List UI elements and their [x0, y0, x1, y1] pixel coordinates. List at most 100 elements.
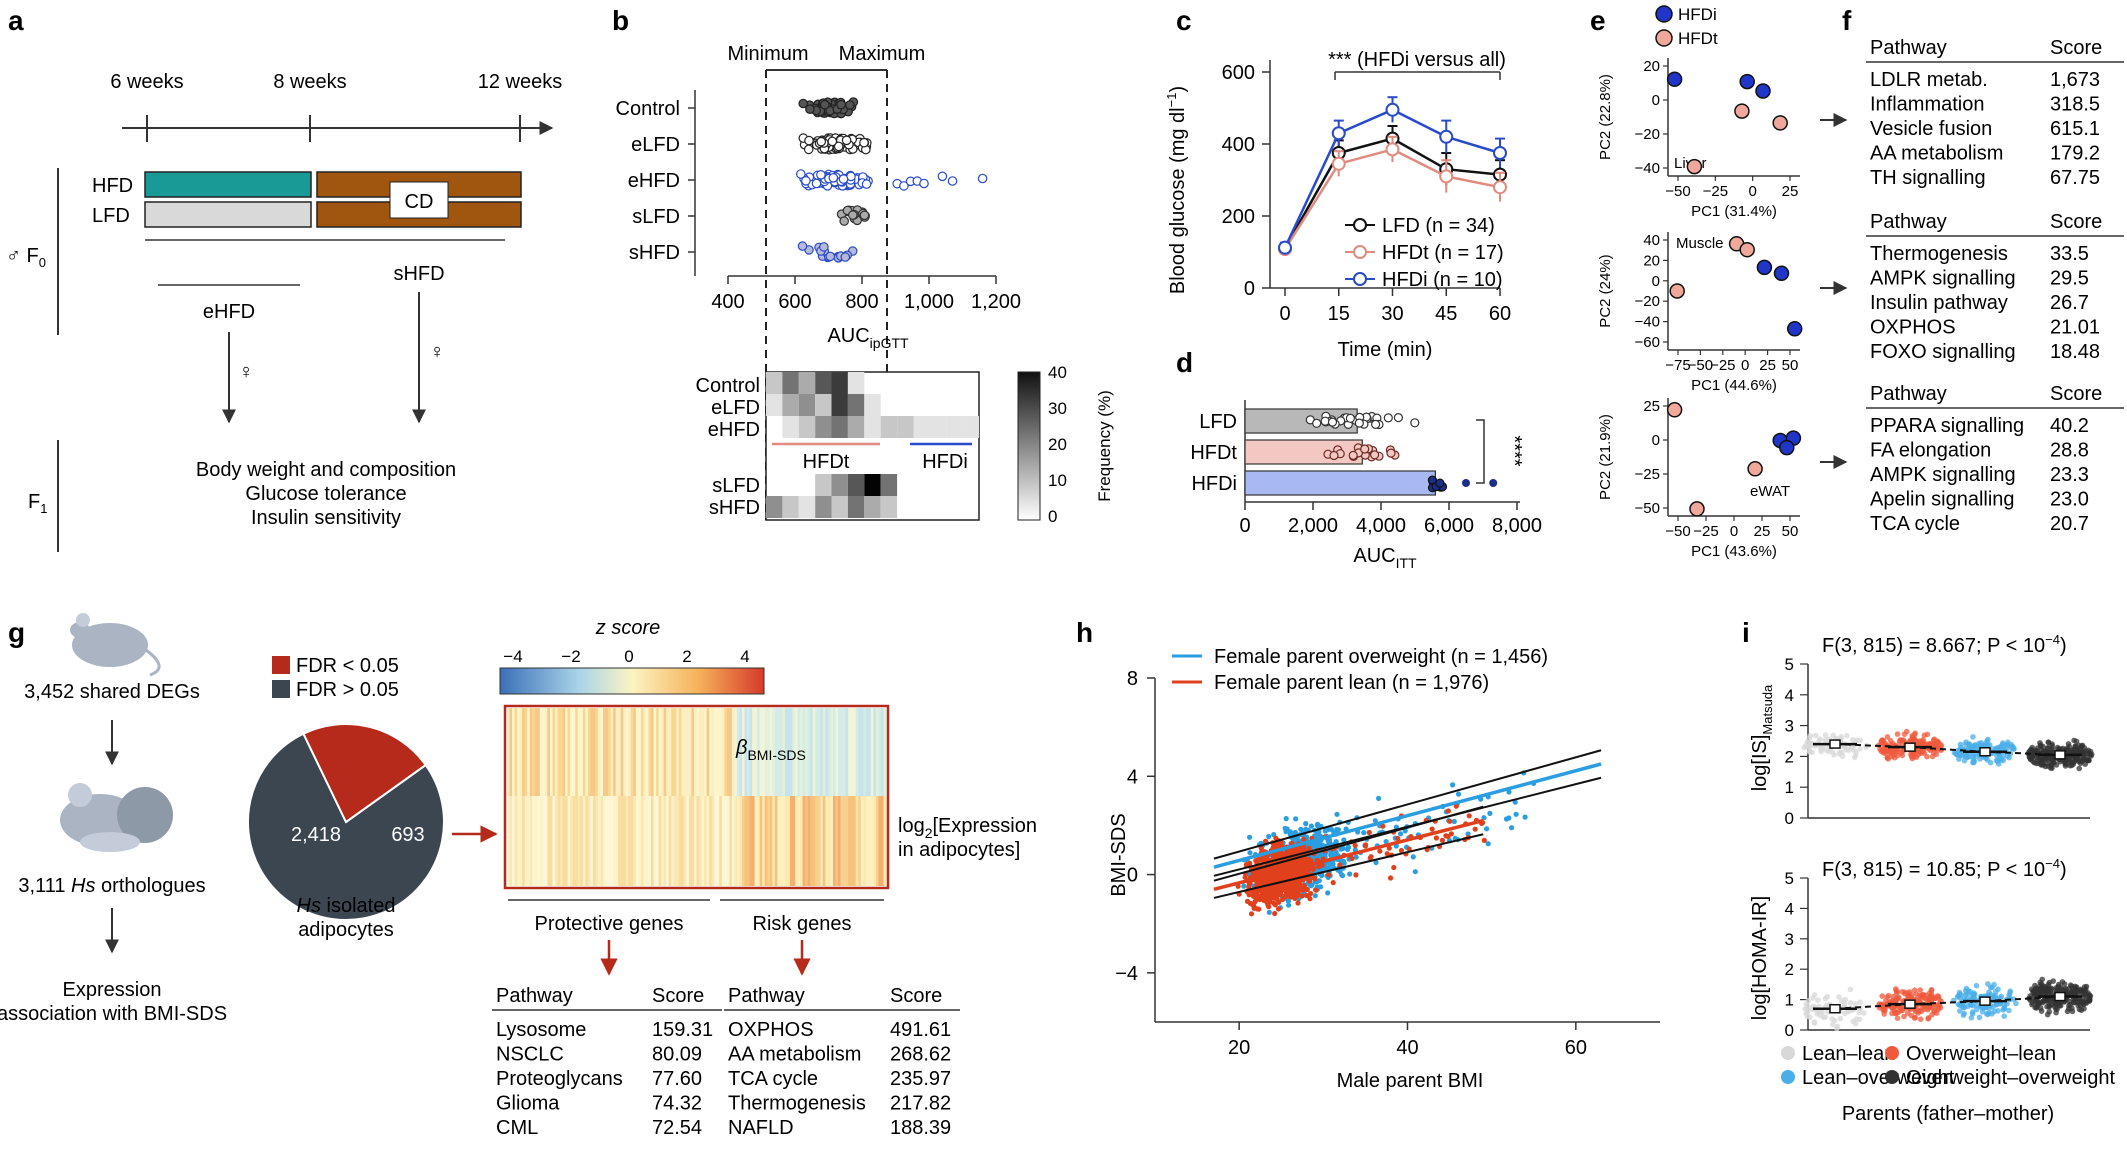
heat-stripe: [880, 796, 884, 886]
heat-cell: [782, 394, 799, 416]
heat-stripe: [860, 796, 864, 886]
f-score: 18.48: [2050, 341, 2100, 363]
d-xtick: 6,000: [1424, 515, 1474, 537]
auc-dot: [816, 136, 826, 147]
bmi-point: [1247, 860, 1253, 866]
heat-stripe: [782, 796, 786, 886]
itt-bars: [1244, 408, 1498, 496]
heat-stripe: [547, 708, 551, 796]
bmi-point: [1283, 829, 1289, 835]
i-point: [2043, 755, 2050, 761]
e-xtick: 25: [1782, 183, 1799, 200]
bmi-point: [1312, 893, 1318, 899]
c-xtick: 30: [1381, 303, 1403, 325]
bmi-point: [1373, 859, 1379, 866]
panel-label-g: g: [8, 617, 25, 648]
heat-stripe: [537, 708, 541, 796]
f-header-score: Score: [2050, 383, 2102, 405]
heat-stripe: [668, 796, 672, 886]
heat-stripe: [827, 796, 831, 886]
bmi-point: [1453, 803, 1459, 809]
pca-sample: [1786, 321, 1803, 337]
heat-stripe: [572, 708, 576, 796]
i-point: [1921, 995, 1928, 1001]
bmi-point: [1308, 890, 1314, 897]
c-ytick: 600: [1222, 62, 1255, 84]
panel-c-glucose: 0 200 400 600 0 15 30 45 60 Blood glucose (mg dl…: [1164, 49, 1511, 361]
i-point: [1884, 734, 1891, 740]
heat-stripe: [734, 708, 738, 796]
auc-dot: [825, 251, 836, 262]
pathway-table-2: Pathway Score Thermogenesis 33.5 AMPK signal…: [1866, 211, 2124, 363]
minimum-label: Minimum: [727, 43, 808, 65]
heat-stripe: [731, 796, 735, 886]
bmi-point: [1337, 868, 1343, 875]
heat-stripe: [724, 708, 728, 796]
i-point: [1831, 1017, 1838, 1024]
auc-dot: [801, 176, 811, 186]
heat-cell: [766, 496, 783, 518]
bmi-point: [1341, 837, 1347, 843]
e-ytick: 20: [1643, 252, 1660, 269]
i-point: [1811, 1019, 1818, 1025]
bmi-point: [1289, 863, 1295, 869]
i-point: [1836, 994, 1842, 1000]
i-legend: Lean–lean Overweight–lean Lean–overweigh…: [1781, 1043, 2115, 1089]
heat-cell: [929, 416, 947, 438]
heat-stripe: [544, 796, 548, 886]
bmi-point: [1341, 860, 1347, 866]
i-xlabel: Parents (father–mother): [1842, 1103, 2054, 1125]
i-point: [2038, 1008, 2045, 1014]
heat-stripe: [522, 796, 526, 886]
e-ylabel: PC2 (21.9%): [1597, 414, 1614, 500]
beta-label: βBMI-SDS: [735, 737, 806, 763]
bmi-point: [1333, 839, 1339, 845]
i-point: [2044, 1011, 2051, 1018]
i-ytick: 5: [1785, 869, 1794, 888]
e-xtick: 25: [1759, 357, 1776, 374]
auc-dot: [861, 179, 872, 189]
i-point: [1973, 982, 1980, 989]
g-score: 77.60: [652, 1068, 702, 1090]
c-legend: LFD (n = 34) HFDt (n = 17) HFDi (n = 10): [1345, 215, 1504, 291]
bmi-point: [1445, 808, 1451, 814]
heat-stripe: [590, 708, 594, 796]
i-point: [2053, 762, 2060, 768]
heat-cell: [847, 416, 865, 438]
b-xtick-1200: 1,200: [971, 291, 1021, 313]
log2-label: log2[Expression: [898, 815, 1037, 841]
bmi-point: [1274, 896, 1280, 902]
cb-tick-30: 30: [1048, 399, 1067, 418]
f-header-pathway: Pathway: [1870, 383, 1947, 405]
e-xtick: −75: [1665, 357, 1690, 374]
g-score: 159.31: [652, 1019, 713, 1041]
heat-stripe: [693, 708, 697, 796]
i-point: [1919, 1004, 1925, 1011]
heat-stripe: [570, 708, 574, 796]
i-point: [2083, 986, 2089, 992]
protective-genes: Protective genes: [535, 913, 684, 935]
i-point: [1853, 749, 1859, 755]
e-ytick: −40: [1635, 314, 1660, 331]
heat-cell: [782, 416, 799, 438]
heat-stripe: [524, 708, 528, 796]
i-point: [1937, 1004, 1944, 1011]
pie-slice: [302, 723, 428, 824]
auc-dot: [827, 136, 838, 147]
heat-stripe: [567, 796, 571, 886]
heat-stripe: [643, 796, 647, 886]
lfd-label: LFD: [92, 205, 130, 227]
i-point: [1961, 1004, 1967, 1010]
female-symbol-1: ♀: [239, 361, 254, 383]
legend-hfdt: HFDt (n = 17): [1382, 242, 1504, 264]
bmi-point: [1247, 834, 1253, 840]
heat-cell: [782, 372, 799, 394]
panel-i: F(3, 815) = 8.667; P < 10−4) F(3, 815) =…: [1749, 632, 2115, 1125]
bmi-point: [1254, 879, 1261, 885]
f-score: 179.2: [2050, 143, 2100, 165]
c-ytick: 200: [1222, 206, 1255, 228]
bmi-point: [1269, 864, 1275, 871]
heat-stripe: [658, 796, 662, 886]
bmi-point: [1303, 826, 1309, 832]
heat-stripe: [822, 708, 826, 796]
